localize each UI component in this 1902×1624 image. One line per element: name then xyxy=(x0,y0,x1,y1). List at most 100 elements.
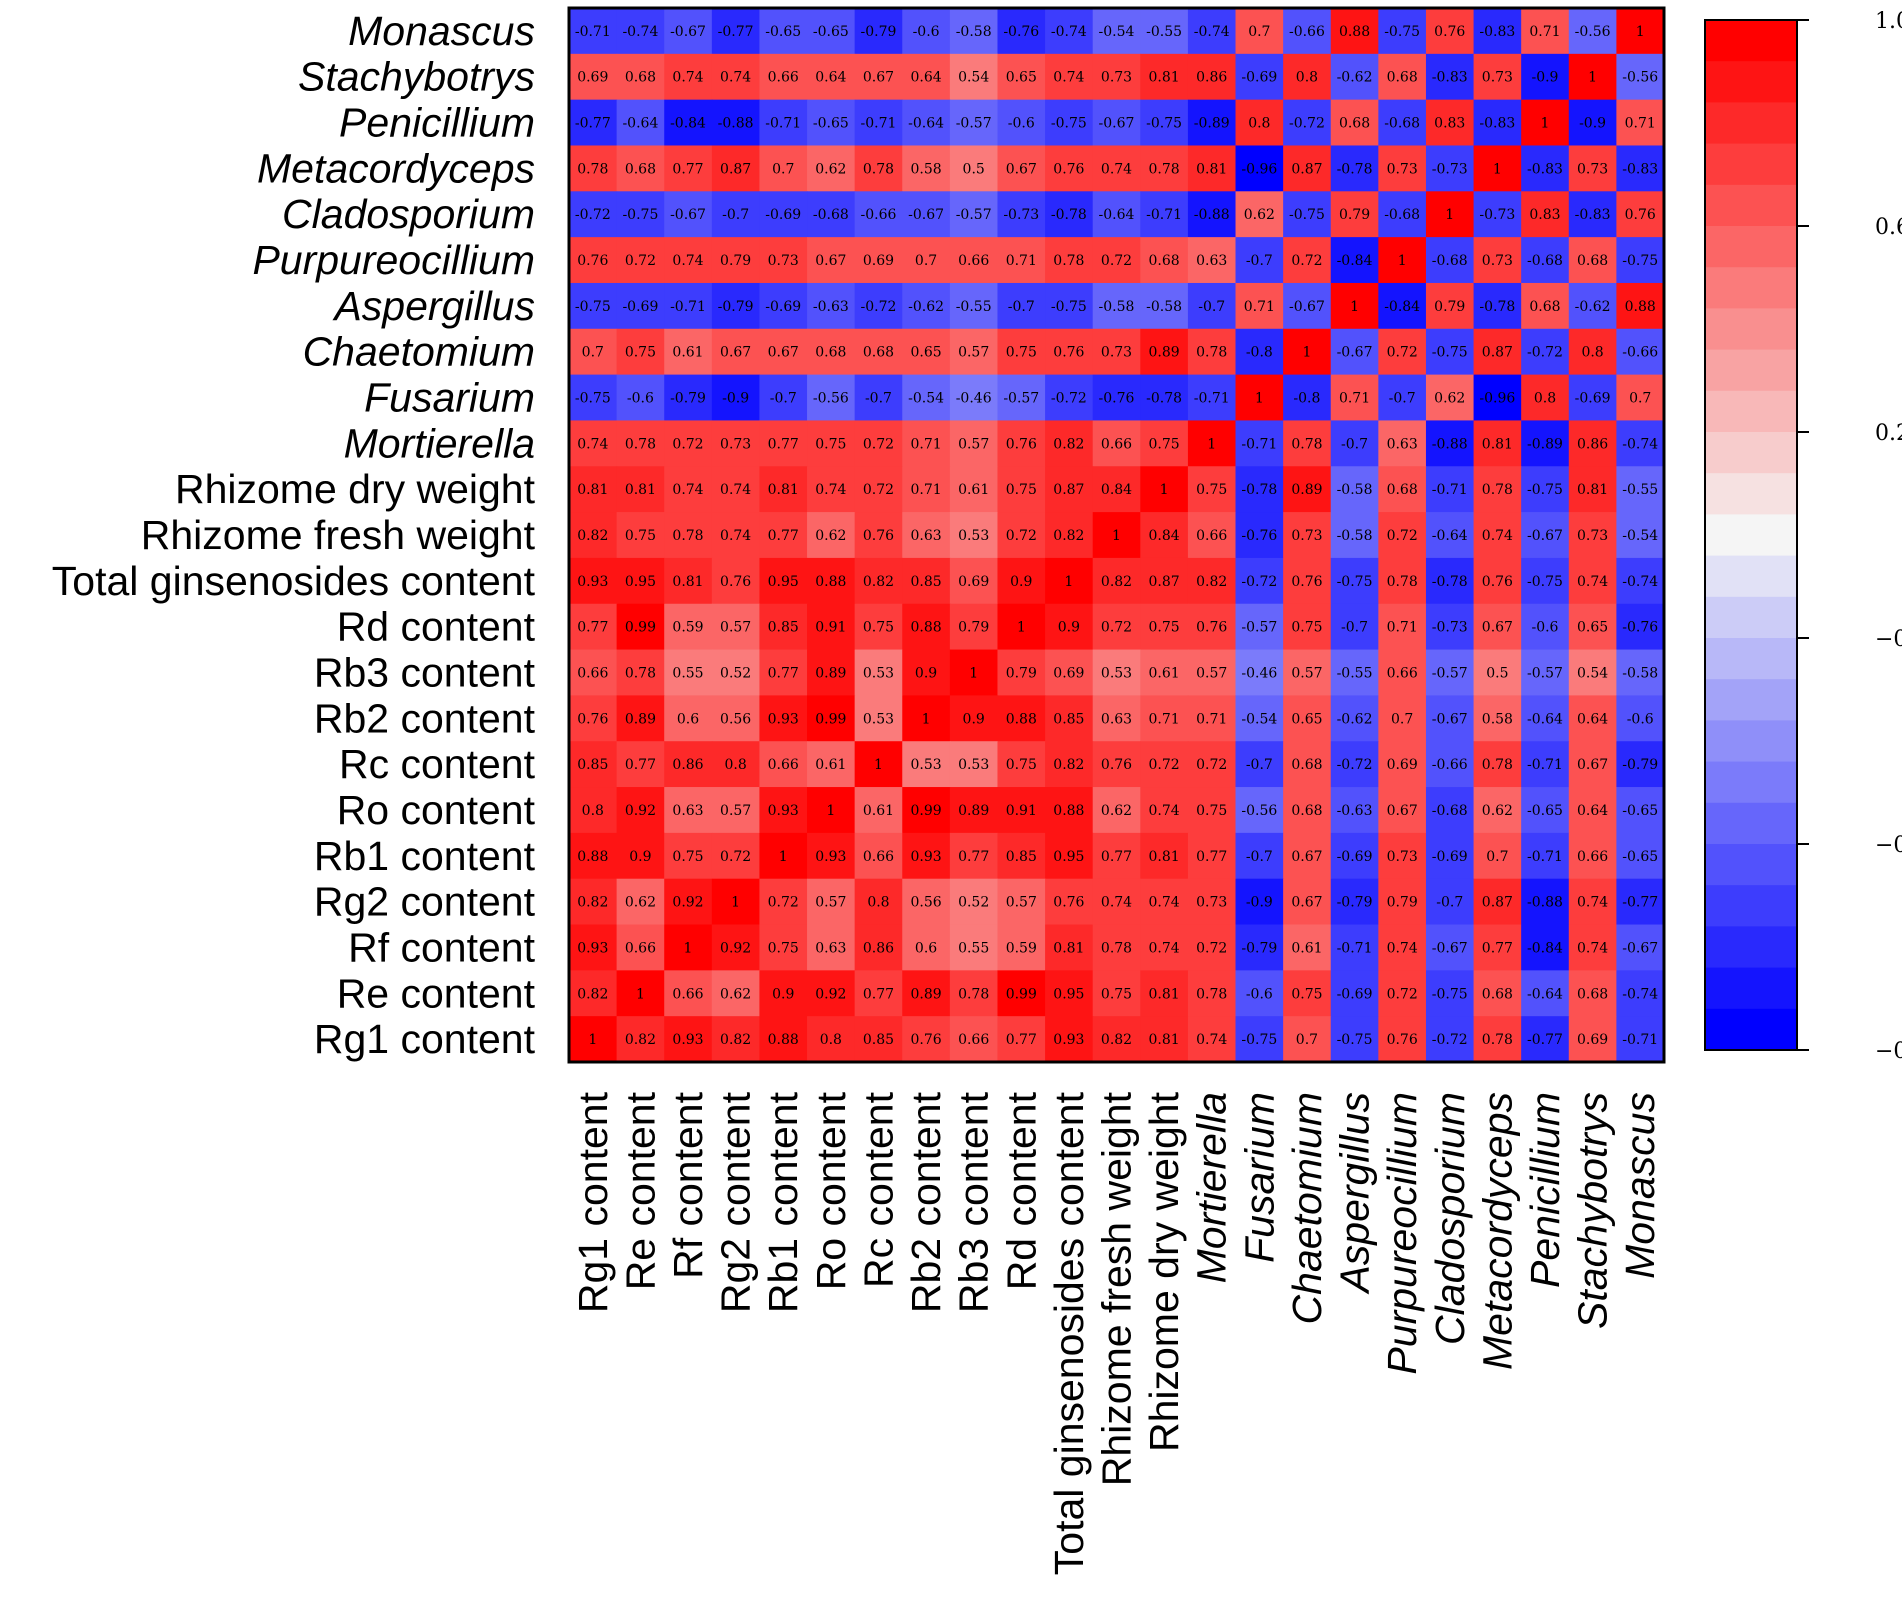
cell-value-label: 0.81 xyxy=(1149,1032,1180,1048)
heatmap-cell xyxy=(711,191,761,238)
cell-value-label: -0.7 xyxy=(1008,299,1035,315)
cell-value-label: 0.76 xyxy=(1053,345,1084,361)
heatmap-cell xyxy=(1283,420,1332,467)
cell-value-label: -0.62 xyxy=(1337,70,1373,86)
heatmap-cell xyxy=(1425,970,1475,1017)
cell-value-label: 0.69 xyxy=(1387,757,1418,773)
heatmap-cell xyxy=(1092,741,1141,788)
heatmap-cell xyxy=(902,924,951,971)
heatmap-cell xyxy=(1330,99,1379,147)
cell-value-label: -0.73 xyxy=(1003,207,1039,223)
cell-value-label: -0.73 xyxy=(1479,207,1515,223)
heatmap-cell xyxy=(1330,512,1379,559)
cell-value-label: 0.72 xyxy=(720,849,751,865)
heatmap-cell xyxy=(902,53,951,101)
cell-value-label: 0.63 xyxy=(1196,253,1227,269)
heatmap-cell xyxy=(1283,603,1332,651)
heatmap-cell xyxy=(902,695,951,742)
heatmap-cell xyxy=(1378,649,1427,696)
heatmap-cell xyxy=(1425,512,1475,559)
cell-value-label: -0.58 xyxy=(1622,665,1658,681)
cell-value-label: 0.63 xyxy=(1101,711,1132,727)
heatmap-cell xyxy=(616,8,665,55)
cell-value-label: 0.75 xyxy=(1196,803,1227,819)
heatmap-cell xyxy=(1330,8,1379,55)
heatmap-cell xyxy=(1378,145,1427,192)
heatmap-cell xyxy=(807,374,856,422)
colorbar-step xyxy=(1705,143,1797,186)
cell-value-label: 0.86 xyxy=(1196,70,1227,86)
heatmap-cell xyxy=(1521,420,1570,467)
cell-value-label: -0.79 xyxy=(861,24,897,40)
cell-value-label: -0.68 xyxy=(1384,116,1420,132)
cell-value-label: 0.54 xyxy=(958,70,989,86)
cell-value-label: -0.77 xyxy=(1622,895,1658,911)
heatmap-cell xyxy=(1045,1016,1094,1063)
cell-value-label: 0.75 xyxy=(1291,620,1322,636)
cell-value-label: 0.66 xyxy=(768,757,799,773)
heatmap-cell xyxy=(1235,878,1284,926)
cell-value-label: 1 xyxy=(1302,345,1311,361)
heatmap-cell xyxy=(1568,649,1617,696)
cell-value-label: -0.66 xyxy=(1289,24,1325,40)
heatmap-cell xyxy=(1521,924,1570,971)
cell-value-label: 0.61 xyxy=(958,482,989,498)
heatmap-cell xyxy=(1140,878,1189,926)
heatmap-cell xyxy=(1378,787,1427,834)
heatmap-cell xyxy=(1045,374,1094,422)
heatmap-cell xyxy=(854,466,903,513)
cell-value-label: -0.57 xyxy=(1527,665,1563,681)
cell-value-label: -0.9 xyxy=(722,391,749,407)
heatmap-cell xyxy=(1425,878,1475,926)
column-label-rg2-content: Rg2 content xyxy=(713,1091,759,1313)
cell-value-label: 0.66 xyxy=(1387,665,1418,681)
cell-value-label: 0.77 xyxy=(768,528,799,544)
heatmap-cell xyxy=(1568,741,1617,788)
cell-value-label: -0.67 xyxy=(1432,940,1468,956)
heatmap-cell xyxy=(854,603,903,651)
heatmap-cell xyxy=(616,145,665,192)
heatmap-cell xyxy=(1283,878,1332,926)
cell-value-label: 0.53 xyxy=(863,711,894,727)
colorbar-tick-label: −0.9600 xyxy=(1875,1039,1902,1064)
cell-value-label: -0.74 xyxy=(1622,574,1658,590)
heatmap-cell xyxy=(1473,466,1522,513)
heatmap-cell xyxy=(759,512,808,559)
heatmap-cell xyxy=(1568,924,1617,971)
colorbar-step xyxy=(1705,20,1797,62)
cell-value-label: 0.76 xyxy=(577,253,608,269)
heatmap-cell xyxy=(1235,328,1284,376)
cell-value-label: -0.7 xyxy=(1389,391,1416,407)
heatmap-cell xyxy=(1235,1016,1284,1063)
cell-value-label: -0.56 xyxy=(1241,803,1277,819)
cell-value-label: 0.56 xyxy=(910,895,941,911)
cell-value-label: -0.6 xyxy=(1627,711,1654,727)
heatmap-cell xyxy=(1235,420,1284,467)
cell-value-label: -0.78 xyxy=(1337,161,1373,177)
heatmap-cell xyxy=(1140,237,1189,284)
cell-value-label: 0.88 xyxy=(577,849,608,865)
heatmap-cell xyxy=(759,878,808,926)
heatmap-cell xyxy=(1187,741,1237,788)
colorbar-step xyxy=(1705,473,1797,515)
heatmap-cell xyxy=(854,145,903,192)
heatmap-cell xyxy=(1473,191,1522,238)
colorbar-step xyxy=(1705,926,1797,969)
heatmap-cell xyxy=(1425,328,1475,376)
heatmap-cell xyxy=(997,512,1046,559)
cell-value-label: 0.71 xyxy=(1387,620,1418,636)
cell-value-label: -0.75 xyxy=(1241,1032,1277,1048)
cell-value-label: 0.57 xyxy=(1006,895,1037,911)
heatmap-cell xyxy=(1235,145,1284,192)
cell-value-label: 0.88 xyxy=(1339,24,1370,40)
cell-value-label: 0.66 xyxy=(672,986,703,1002)
heatmap-cell xyxy=(997,649,1046,696)
cell-value-label: -0.75 xyxy=(1432,345,1468,361)
column-label-fusarium: Fusarium xyxy=(1236,1092,1282,1263)
heatmap-cell xyxy=(664,970,713,1017)
cell-value-label: 0.69 xyxy=(1577,1032,1608,1048)
cell-value-label: 0.78 xyxy=(1482,1032,1513,1048)
heatmap-cell xyxy=(1616,741,1665,788)
cell-value-label: 0.95 xyxy=(768,574,799,590)
cell-value-label: -0.83 xyxy=(1527,161,1563,177)
